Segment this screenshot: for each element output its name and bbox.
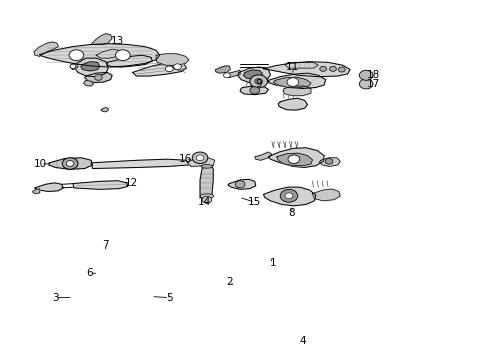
Polygon shape <box>32 189 40 194</box>
Circle shape <box>250 87 260 94</box>
Polygon shape <box>81 62 100 71</box>
Text: 1: 1 <box>270 258 277 268</box>
Polygon shape <box>189 158 215 166</box>
Polygon shape <box>133 62 186 76</box>
Polygon shape <box>91 159 189 168</box>
Polygon shape <box>269 73 326 89</box>
Circle shape <box>359 70 373 80</box>
Circle shape <box>62 158 78 169</box>
Ellipse shape <box>200 194 214 198</box>
Text: 16: 16 <box>179 154 192 164</box>
Polygon shape <box>156 54 189 65</box>
Text: 12: 12 <box>125 178 138 188</box>
Polygon shape <box>91 34 112 44</box>
Polygon shape <box>269 148 324 167</box>
Circle shape <box>165 66 173 72</box>
Polygon shape <box>264 62 350 77</box>
Polygon shape <box>264 187 316 206</box>
Circle shape <box>359 79 373 89</box>
Polygon shape <box>40 44 159 67</box>
Circle shape <box>338 67 345 72</box>
Circle shape <box>223 73 230 78</box>
Circle shape <box>320 66 327 71</box>
Polygon shape <box>96 49 122 58</box>
Polygon shape <box>200 166 213 196</box>
Circle shape <box>70 64 76 68</box>
Circle shape <box>287 78 299 86</box>
Polygon shape <box>238 67 270 82</box>
Polygon shape <box>283 86 311 96</box>
Text: 11: 11 <box>286 62 299 72</box>
Polygon shape <box>70 63 78 69</box>
Circle shape <box>196 155 204 161</box>
Circle shape <box>288 155 300 163</box>
Text: 15: 15 <box>248 197 261 207</box>
Ellipse shape <box>201 165 213 168</box>
Text: 17: 17 <box>367 79 380 89</box>
Circle shape <box>285 193 293 199</box>
Circle shape <box>250 75 268 88</box>
Circle shape <box>202 196 212 203</box>
Text: 8: 8 <box>289 208 295 218</box>
Circle shape <box>69 50 84 60</box>
Polygon shape <box>84 80 94 86</box>
Text: 5: 5 <box>166 293 172 303</box>
Polygon shape <box>277 153 313 166</box>
Text: 6: 6 <box>86 268 93 278</box>
Polygon shape <box>85 72 112 82</box>
Circle shape <box>235 181 245 188</box>
Polygon shape <box>107 55 152 67</box>
Polygon shape <box>35 183 63 192</box>
Polygon shape <box>101 108 108 112</box>
Polygon shape <box>273 77 311 87</box>
Text: 3: 3 <box>52 293 59 303</box>
Circle shape <box>192 152 208 163</box>
Circle shape <box>173 64 181 69</box>
Polygon shape <box>240 86 269 95</box>
Text: 18: 18 <box>367 70 380 80</box>
Text: 10: 10 <box>34 159 48 169</box>
Circle shape <box>325 158 333 164</box>
Circle shape <box>66 161 74 166</box>
Polygon shape <box>75 58 108 77</box>
Circle shape <box>255 78 263 84</box>
Polygon shape <box>216 66 230 73</box>
Text: 2: 2 <box>226 277 233 287</box>
Polygon shape <box>49 158 93 169</box>
Circle shape <box>95 75 102 80</box>
Text: 9: 9 <box>255 79 262 89</box>
Polygon shape <box>278 98 308 110</box>
Polygon shape <box>224 70 240 77</box>
Circle shape <box>116 50 130 60</box>
Polygon shape <box>285 62 319 68</box>
Polygon shape <box>244 70 263 79</box>
Text: 7: 7 <box>102 240 109 250</box>
Circle shape <box>330 66 336 71</box>
Text: 13: 13 <box>110 36 123 46</box>
Polygon shape <box>73 181 128 189</box>
Polygon shape <box>34 42 58 56</box>
Polygon shape <box>255 152 272 160</box>
Text: 14: 14 <box>198 197 212 207</box>
Polygon shape <box>313 189 340 201</box>
Polygon shape <box>228 179 256 189</box>
Polygon shape <box>319 158 340 166</box>
Text: 4: 4 <box>299 336 306 346</box>
Circle shape <box>280 189 298 202</box>
